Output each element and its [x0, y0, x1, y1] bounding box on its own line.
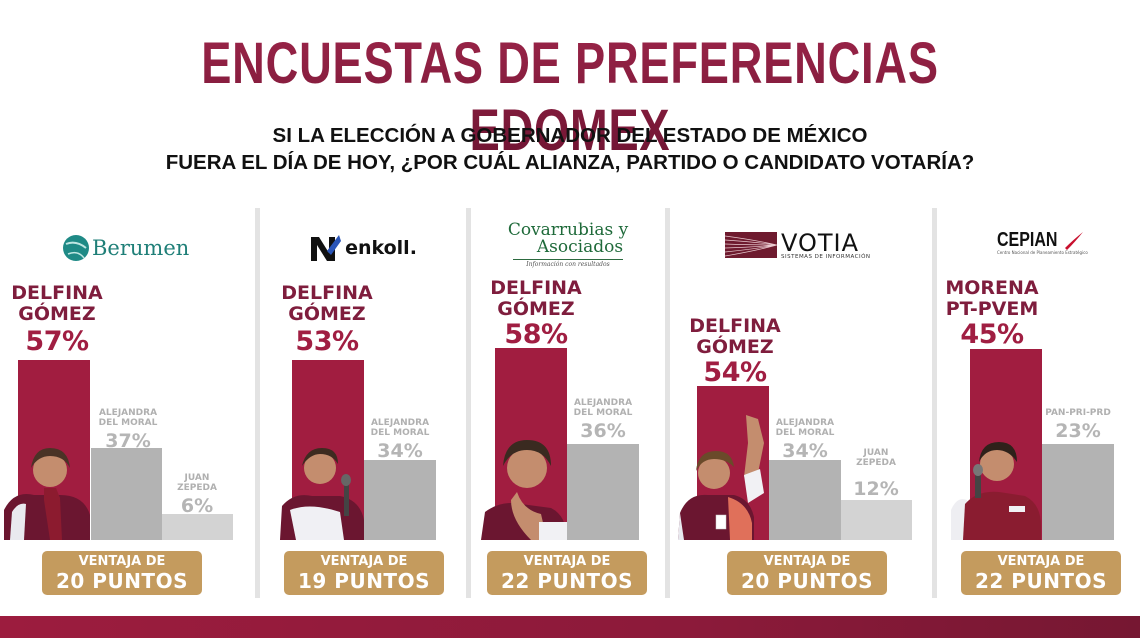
- pollster-logo-votia: VOTIA SISTEMAS DE INFORMACIÓN: [725, 229, 871, 260]
- second-percentage: 34%: [377, 440, 423, 462]
- third-candidate-label: JUAN ZEPEDA 12%: [841, 448, 911, 500]
- enkoll-mark-icon: [311, 235, 342, 261]
- second-percentage: 37%: [105, 430, 151, 452]
- candidate-photo: [481, 430, 567, 540]
- panel-divider: [466, 208, 471, 598]
- survey-question-line1: SI LA ELECCIÓN A GOBERNADOR DEL ESTADO D…: [272, 124, 868, 147]
- advantage-badge: VENTAJA DE 22 PUNTOS: [487, 551, 647, 595]
- pollster-logo-berumen: Berumen: [0, 228, 255, 268]
- panel-divider: [932, 208, 937, 598]
- bar-third: [841, 500, 912, 540]
- survey-question-line2: FUERA EL DÍA DE HOY, ¿POR CUÁL ALIANZA, …: [165, 151, 975, 174]
- cepian-swoosh-icon: [1064, 232, 1083, 250]
- pollster-name: CEPIAN: [997, 229, 1058, 251]
- lead-percentage: 45%: [960, 319, 1024, 350]
- bar-third: [162, 514, 233, 540]
- page-title: ENCUESTAS DE PREFERENCIAS EDOMEX: [125, 30, 1014, 164]
- second-percentage: 36%: [580, 420, 626, 442]
- candidate-photo: [951, 430, 1043, 540]
- second-candidate-label: ALEJANDRA DEL MORAL 34%: [364, 418, 436, 462]
- second-candidate-label: ALEJANDRA DEL MORAL 37%: [92, 408, 164, 452]
- bar-second: [567, 444, 639, 540]
- bar-second: [364, 460, 436, 540]
- poll-panel-covarrubias: Covarrubias y Asociados Información con …: [471, 208, 665, 598]
- pollster-name: VOTIA: [781, 229, 860, 257]
- bar-second: [1042, 444, 1114, 540]
- second-percentage: 34%: [782, 440, 828, 462]
- candidate-photo: [280, 440, 370, 540]
- lead-candidate-label: MORENA PT-PVEM 45%: [937, 278, 1047, 350]
- pollster-name: Berumen: [92, 236, 190, 260]
- logo-rule: [513, 259, 623, 260]
- pollster-logo-covarrubias: Covarrubias y Asociados Información con …: [507, 220, 629, 269]
- lead-percentage: 58%: [504, 319, 568, 350]
- berumen-globe-icon: [63, 235, 89, 261]
- candidate-photo: [678, 413, 770, 540]
- panel-divider: [255, 208, 260, 598]
- pollster-logo-cepian: CEPIAN Centro Nacional de Planeamiento E…: [997, 229, 1088, 255]
- lead-percentage: 53%: [295, 326, 359, 357]
- panel-divider: [665, 208, 670, 598]
- second-candidate-label: ALEJANDRA DEL MORAL 34%: [769, 418, 841, 462]
- bar-second: [769, 460, 841, 540]
- candidate-photo: [4, 440, 90, 540]
- third-percentage: 12%: [853, 478, 899, 500]
- bar-second: [91, 448, 162, 540]
- lead-candidate-label: DELFINA GÓMEZ 54%: [680, 316, 790, 388]
- advantage-badge: VENTAJA DE 20 PUNTOS: [42, 551, 202, 595]
- third-candidate-label: JUAN ZEPEDA 6%: [162, 473, 232, 517]
- lead-candidate-label: DELFINA GÓMEZ 57%: [2, 283, 112, 357]
- third-percentage: 6%: [180, 495, 214, 517]
- advantage-badge: VENTAJA DE 19 PUNTOS: [284, 551, 444, 595]
- advantage-badge: VENTAJA DE 22 PUNTOS: [961, 551, 1121, 595]
- lead-candidate-label: DELFINA GÓMEZ 53%: [272, 283, 382, 357]
- poll-panel-berumen: Berumen DELFINA GÓMEZ 57% ALEJANDRA DEL …: [0, 208, 255, 598]
- second-candidate-label: ALEJANDRA DEL MORAL 36%: [567, 398, 639, 442]
- second-candidate-label: PAN-PRI-PRD 23%: [1042, 408, 1114, 442]
- lead-candidate-label: DELFINA GÓMEZ 58%: [481, 278, 591, 350]
- poll-panel-cepian: CEPIAN Centro Nacional de Planeamiento E…: [937, 208, 1140, 598]
- poll-panel-votia: VOTIA SISTEMAS DE INFORMACIÓN DELFINA GÓ…: [670, 208, 932, 598]
- lead-percentage: 57%: [25, 326, 89, 357]
- lead-percentage: 54%: [703, 357, 767, 388]
- survey-question: SI LA ELECCIÓN A GOBERNADOR DEL ESTADO D…: [0, 122, 1140, 176]
- pollster-name: enkoll.: [345, 237, 417, 259]
- votia-mark-icon: [725, 232, 777, 258]
- advantage-badge: VENTAJA DE 20 PUNTOS: [727, 551, 887, 595]
- pollster-logo-enkoll: enkoll.: [260, 228, 466, 268]
- footer-bar: [0, 616, 1140, 638]
- second-percentage: 23%: [1055, 420, 1101, 442]
- poll-panel-enkoll: enkoll. DELFINA GÓMEZ 53% ALEJANDRA DEL …: [260, 208, 466, 598]
